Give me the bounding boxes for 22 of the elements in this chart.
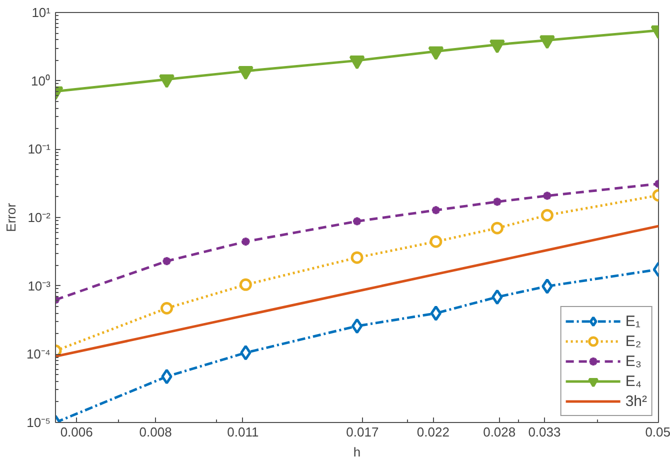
- legend-label: E₄: [625, 372, 642, 390]
- x-tick-label: 0.05: [645, 424, 670, 440]
- legend-label: E₁: [625, 312, 642, 330]
- legend-label: E₂: [625, 332, 642, 350]
- x-tick-label: 0.008: [139, 424, 172, 440]
- x-tick-label: 0.011: [227, 424, 259, 440]
- legend-label: E₃: [625, 352, 642, 370]
- x-tick-label: 0.017: [346, 424, 379, 440]
- x-tick-label: 0.006: [60, 424, 93, 440]
- y-tick-label: 10⁻²: [28, 210, 52, 225]
- y-tick-label: 10¹: [32, 5, 52, 20]
- legend-label: 3h²: [625, 392, 647, 410]
- x-axis-title: h: [353, 444, 361, 460]
- x-tick-label: 0.033: [528, 424, 561, 440]
- y-tick-label: 10⁻³: [28, 278, 52, 294]
- x-tick-label: 0.028: [483, 424, 516, 440]
- y-tick-label: 10⁻⁴: [26, 346, 50, 362]
- y-axis-title: Error: [3, 202, 18, 232]
- y-tick-label: 10⁰: [31, 73, 51, 88]
- y-tick-label: 10⁻¹: [28, 142, 52, 157]
- x-tick-label: 0.022: [416, 424, 450, 440]
- y-tick-label: 10⁻⁵: [26, 415, 51, 430]
